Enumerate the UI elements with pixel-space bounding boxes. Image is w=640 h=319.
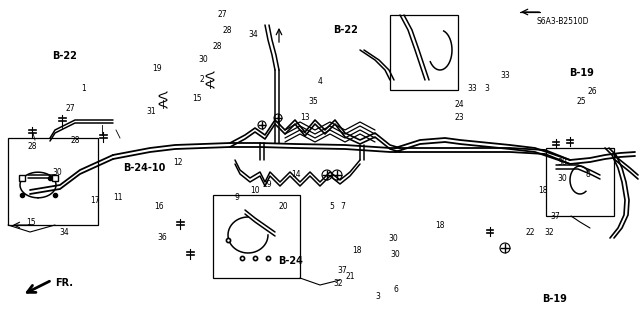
Text: S6A3-B2510D: S6A3-B2510D	[536, 17, 589, 26]
Text: 30: 30	[557, 174, 567, 182]
Text: 37: 37	[550, 212, 561, 221]
Text: B-24-10: B-24-10	[124, 163, 166, 174]
Text: 12: 12	[173, 158, 182, 167]
Text: B-22: B-22	[333, 25, 358, 35]
Text: 34: 34	[59, 228, 69, 237]
Text: 2: 2	[200, 75, 205, 84]
Text: 28: 28	[71, 136, 80, 145]
Text: 9: 9	[234, 193, 239, 202]
Text: 18: 18	[436, 221, 445, 230]
Text: FR.: FR.	[55, 278, 73, 288]
Text: 8: 8	[585, 170, 590, 179]
Text: 15: 15	[192, 94, 202, 103]
Text: 30: 30	[390, 250, 401, 259]
Text: 35: 35	[308, 97, 319, 106]
Text: 32: 32	[333, 279, 343, 288]
Bar	[8, 138, 98, 225]
Text: 4: 4	[317, 77, 323, 86]
Text: 17: 17	[90, 196, 100, 205]
Text: 22: 22	[525, 228, 534, 237]
Text: 25: 25	[576, 97, 586, 106]
Text: B-22: B-22	[52, 51, 77, 61]
Text: 33: 33	[467, 84, 477, 93]
Text: 16: 16	[154, 202, 164, 211]
Text: 26: 26	[587, 87, 597, 96]
Text: 20: 20	[278, 202, 288, 211]
Bar	[390, 15, 458, 90]
Text: 30: 30	[52, 168, 63, 177]
Text: 1: 1	[81, 84, 86, 93]
Text: 37: 37	[337, 266, 348, 275]
Text: 21: 21	[346, 272, 355, 281]
Text: 31: 31	[146, 107, 156, 115]
Text: 33: 33	[500, 71, 511, 80]
Text: 27: 27	[218, 10, 228, 19]
Text: 28: 28	[223, 26, 232, 35]
Text: 6: 6	[393, 285, 398, 294]
Text: 28: 28	[28, 142, 36, 151]
Text: 18: 18	[353, 246, 362, 255]
Text: 36: 36	[157, 233, 167, 242]
Text: 3: 3	[375, 292, 380, 300]
Text: 14: 14	[291, 170, 301, 179]
Text: 19: 19	[152, 64, 162, 73]
Text: 7: 7	[340, 202, 345, 211]
Text: 30: 30	[557, 158, 567, 167]
Text: B-19: B-19	[542, 294, 567, 304]
Text: 29: 29	[262, 180, 273, 189]
Text: 23: 23	[454, 113, 465, 122]
Text: 11: 11	[114, 193, 123, 202]
Text: 28: 28	[213, 42, 222, 51]
Text: 32: 32	[544, 228, 554, 237]
Text: 18: 18	[538, 186, 547, 195]
Text: 27: 27	[65, 104, 76, 113]
Text: 30: 30	[388, 234, 399, 243]
Text: 30: 30	[198, 56, 209, 64]
Bar	[213, 195, 300, 278]
Text: 24: 24	[454, 100, 465, 109]
Text: 5: 5	[329, 202, 334, 211]
Text: 10: 10	[250, 186, 260, 195]
Bar	[546, 148, 614, 216]
Text: 34: 34	[248, 30, 259, 39]
Text: B-19: B-19	[570, 68, 595, 78]
Text: B-24: B-24	[278, 256, 303, 266]
Text: 15: 15	[26, 218, 36, 227]
Text: 3: 3	[484, 84, 489, 93]
Text: 13: 13	[300, 113, 310, 122]
